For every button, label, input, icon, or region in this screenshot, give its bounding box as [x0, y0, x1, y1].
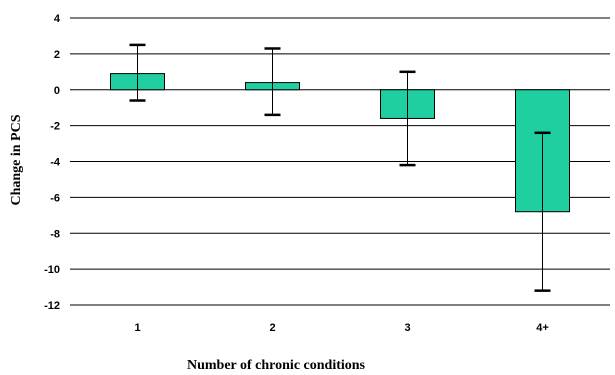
error-bars — [129, 43, 551, 292]
y-tick-label: -12 — [44, 300, 60, 312]
x-axis-tick-labels: 1 2 3 4+ — [134, 322, 548, 334]
x-tick-label: 2 — [269, 322, 275, 334]
y-axis-title: Change in PCS — [9, 114, 24, 205]
y-tick-label: -2 — [50, 121, 60, 133]
y-tick-label: 0 — [54, 85, 60, 97]
x-axis-title: Number of chronic conditions — [187, 358, 366, 373]
y-tick-label: -10 — [44, 264, 60, 276]
x-tick-label: 3 — [404, 322, 410, 334]
bars — [110, 73, 570, 213]
y-tick-label: -4 — [50, 157, 61, 169]
x-tick-label: 1 — [134, 322, 140, 334]
y-tick-label: 4 — [54, 13, 61, 25]
y-tick-label: -6 — [50, 192, 60, 204]
y-tick-label: 2 — [54, 49, 60, 61]
y-axis-tick-labels: 4 2 0 -2 -4 -6 -8 -10 -12 — [44, 13, 61, 312]
x-tick-label: 4+ — [536, 322, 549, 334]
y-tick-label: -8 — [50, 228, 60, 240]
